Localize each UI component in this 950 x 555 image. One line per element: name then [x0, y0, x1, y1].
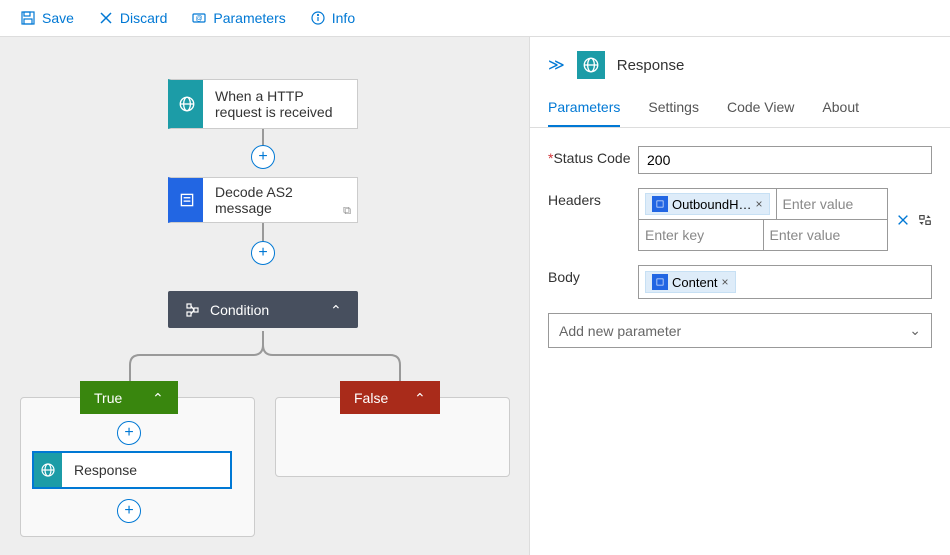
- designer-canvas: When a HTTP request is received + Decode…: [0, 37, 530, 555]
- add-step-button[interactable]: +: [117, 499, 141, 523]
- remove-token-icon[interactable]: ×: [722, 275, 729, 289]
- true-header[interactable]: True ⌄: [80, 381, 178, 414]
- discard-button[interactable]: Discard: [88, 6, 177, 30]
- discard-icon: [98, 10, 114, 26]
- swap-icon[interactable]: [918, 213, 932, 227]
- parameters-label: Parameters: [213, 10, 285, 26]
- chevron-up-icon: ⌄: [152, 389, 164, 406]
- response-label: Response: [62, 454, 149, 486]
- decode-icon: [171, 178, 203, 222]
- panel-title: Response: [617, 57, 685, 74]
- outbound-token[interactable]: OutboundH… ×: [645, 193, 770, 215]
- tab-codeview[interactable]: Code View: [727, 89, 794, 127]
- tab-about[interactable]: About: [822, 89, 859, 127]
- tab-settings[interactable]: Settings: [648, 89, 699, 127]
- info-icon: [310, 10, 326, 26]
- main-area: When a HTTP request is received + Decode…: [0, 37, 950, 555]
- toolbar: Save Discard @ Parameters Info: [0, 0, 950, 37]
- panel-header: ≫ Response: [530, 37, 950, 89]
- trigger-node[interactable]: When a HTTP request is received: [168, 79, 358, 129]
- add-parameter-dropdown[interactable]: Add new parameter ⌄: [548, 313, 932, 348]
- parameters-button[interactable]: @ Parameters: [181, 6, 295, 30]
- save-icon: [20, 10, 36, 26]
- status-code-label: *Status Code: [548, 146, 638, 166]
- save-button[interactable]: Save: [10, 6, 84, 30]
- add-parameter-label: Add new parameter: [559, 323, 681, 339]
- add-step-button[interactable]: +: [251, 241, 275, 265]
- false-header[interactable]: False ⌄: [340, 381, 440, 414]
- svg-text:@: @: [196, 16, 203, 23]
- decode-node[interactable]: Decode AS2 message ⧉: [168, 177, 358, 223]
- response-icon: [34, 453, 62, 487]
- chevron-down-icon: ⌄: [909, 322, 921, 339]
- parameters-icon: @: [191, 10, 207, 26]
- condition-node[interactable]: Condition ⌄: [168, 291, 358, 328]
- status-code-input[interactable]: [638, 146, 932, 174]
- chevron-up-icon: ⌄: [330, 301, 342, 318]
- condition-label: Condition: [210, 302, 269, 318]
- false-label: False: [354, 390, 388, 406]
- header-key-cell[interactable]: Enter key: [639, 220, 764, 250]
- content-token[interactable]: Content ×: [645, 271, 736, 293]
- branch-connector: [110, 343, 420, 383]
- details-panel: ≫ Response Parameters Settings Code View…: [530, 37, 950, 555]
- remove-token-icon[interactable]: ×: [756, 197, 763, 211]
- panel-response-icon: [577, 51, 605, 79]
- save-label: Save: [42, 10, 74, 26]
- body-input[interactable]: Content ×: [638, 265, 932, 299]
- parameters-form: *Status Code Headers OutboundH… ×: [530, 128, 950, 366]
- token-icon: [652, 274, 668, 290]
- add-step-button[interactable]: +: [117, 421, 141, 445]
- true-label: True: [94, 390, 122, 406]
- link-icon: ⧉: [343, 205, 351, 218]
- clear-icon[interactable]: [896, 213, 910, 227]
- discard-label: Discard: [120, 10, 167, 26]
- expand-button[interactable]: ≫: [548, 55, 565, 75]
- add-step-button[interactable]: +: [251, 145, 275, 169]
- http-icon: [171, 80, 203, 128]
- response-node[interactable]: Response: [32, 451, 232, 489]
- headers-label: Headers: [548, 188, 638, 208]
- header-value-cell[interactable]: Enter value: [764, 220, 888, 250]
- tab-parameters[interactable]: Parameters: [548, 89, 620, 127]
- header-value-cell[interactable]: Enter value: [777, 189, 887, 219]
- condition-icon: [184, 302, 200, 318]
- token-icon: [652, 196, 668, 212]
- decode-label: Decode AS2 message: [203, 176, 357, 224]
- info-label: Info: [332, 10, 355, 26]
- header-key-cell[interactable]: OutboundH… ×: [639, 189, 777, 219]
- headers-table: OutboundH… × Enter value Enter key Enter…: [638, 188, 888, 251]
- trigger-label: When a HTTP request is received: [203, 80, 357, 128]
- info-button[interactable]: Info: [300, 6, 365, 30]
- chevron-up-icon: ⌄: [414, 389, 426, 406]
- body-label: Body: [548, 265, 638, 285]
- panel-tabs: Parameters Settings Code View About: [530, 89, 950, 128]
